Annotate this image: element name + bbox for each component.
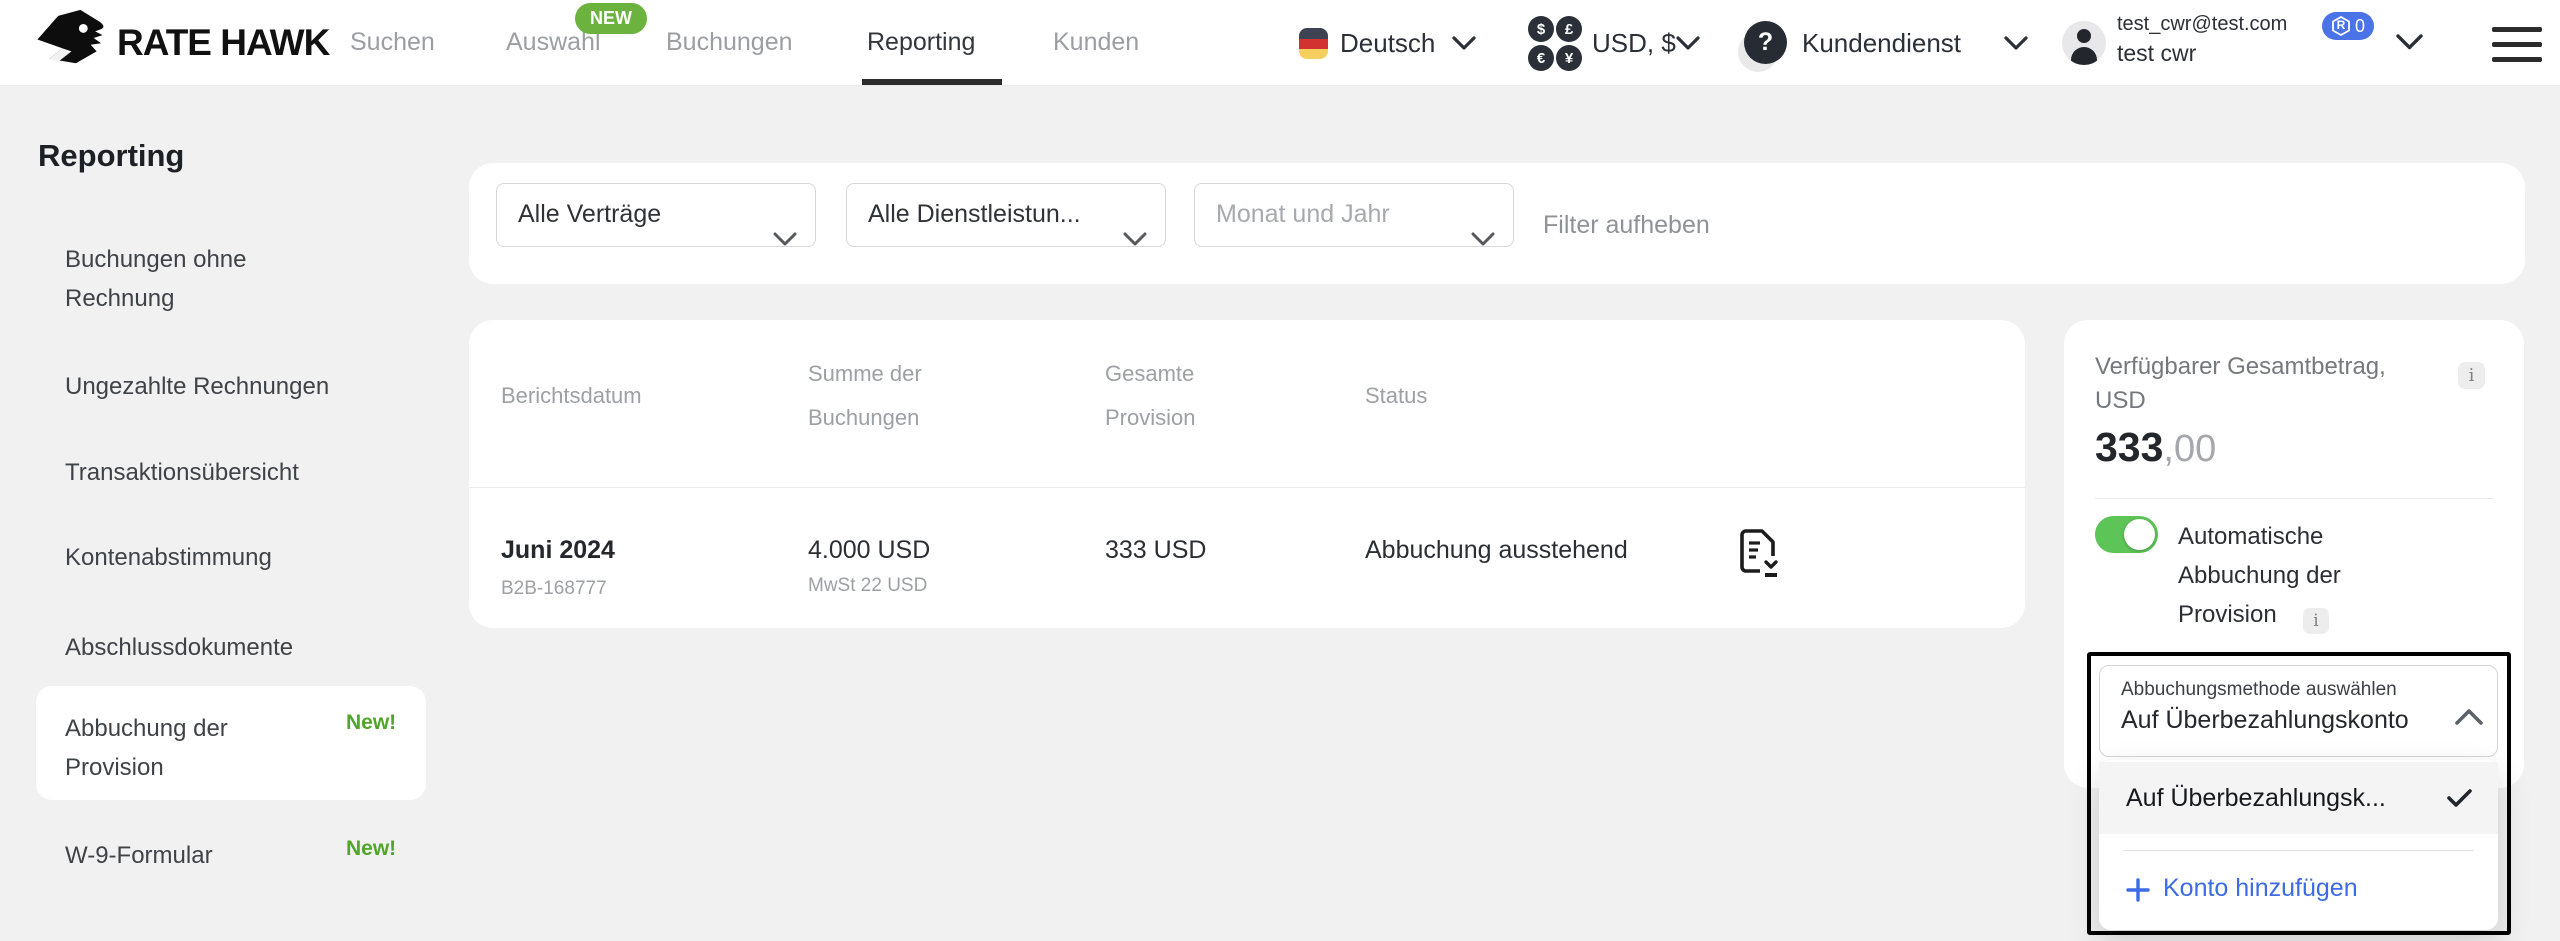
auto-charge-label: Automatische Abbuchung der Provision [2178, 523, 2341, 628]
option-label: Auf Überbezahlungsk... [2126, 784, 2386, 812]
chevron-down-icon [1471, 209, 1497, 246]
chevron-down-icon[interactable] [2004, 36, 2030, 52]
sidebar-item-kontenabstimmung[interactable]: Kontenabstimmung [65, 544, 272, 571]
german-flag-icon [1299, 28, 1328, 59]
active-tab-underline [862, 79, 1002, 85]
dropdown-option-ueberbezahlungskonto[interactable]: Auf Überbezahlungsk... [2099, 762, 2498, 834]
sidebar-item-buchungen-ohne-rechnung[interactable]: Buchungen ohne Rechnung [65, 246, 247, 312]
help-icon[interactable]: ? [1744, 21, 1787, 64]
chevron-down-icon[interactable] [1676, 36, 1702, 52]
coin-pound: £ [1556, 16, 1582, 42]
chevron-down-icon [1123, 209, 1149, 246]
row-bookings-sum: 4.000 USD [808, 536, 931, 564]
balance-amount: 333,00 [2095, 424, 2216, 471]
clear-filters-link[interactable]: Filter aufheben [1543, 211, 1710, 239]
filter-bar: Alle Verträge Alle Dienstleistun... Mona… [469, 163, 2525, 284]
r-hexagon-icon: R [2331, 15, 2351, 37]
info-icon[interactable]: i [2303, 608, 2329, 634]
loyalty-badge: R 0 [2322, 12, 2374, 40]
nav-item-suchen[interactable]: Suchen [350, 28, 435, 56]
month-year-placeholder: Monat und Jahr [1216, 200, 1390, 228]
charge-method-dropdown: Auf Überbezahlungsk... Konto hinzufügen [2099, 760, 2498, 930]
new-tag: New! [346, 711, 397, 734]
auto-charge-toggle[interactable] [2095, 516, 2158, 553]
new-tag: New! [346, 837, 397, 860]
avatar-head [2077, 29, 2091, 43]
sidebar-item-transaktionsuebersicht[interactable]: Transaktionsübersicht [65, 459, 299, 486]
document-download-icon[interactable] [1737, 526, 1785, 582]
new-badge: NEW [575, 3, 647, 34]
amount-fraction: ,00 [2163, 428, 2217, 470]
user-name: test cwr [2117, 40, 2197, 66]
reports-table: Berichtsdatum Summe der Buchungen Gesamt… [469, 320, 2025, 628]
column-header-berichtsdatum: Berichtsdatum [501, 383, 642, 408]
chevron-down-icon [773, 209, 799, 246]
charge-method-value: Auf Überbezahlungskonto [2121, 706, 2409, 734]
balance-label: Verfügbarer Gesamtbetrag, USD [2095, 353, 2386, 414]
brand-wordmark: RATE HAWK [117, 22, 330, 63]
row-contract-id: B2B-168777 [501, 578, 607, 599]
contracts-dropdown-value: Alle Verträge [518, 200, 662, 228]
coin-dollar: $ [1528, 16, 1554, 42]
sidebar-title: Reporting [38, 138, 185, 173]
nav-item-buchungen[interactable]: Buchungen [666, 28, 793, 56]
amount-integer: 333 [2095, 424, 2164, 470]
user-email: test_cwr@test.com [2117, 13, 2288, 35]
avatar-body [2071, 47, 2097, 65]
currency-selector[interactable]: USD, $ [1592, 28, 1676, 58]
badge-count: 0 [2354, 15, 2365, 36]
nav-item-kunden[interactable]: Kunden [1053, 28, 1140, 56]
dropdown-divider [2123, 850, 2474, 851]
contracts-dropdown[interactable]: Alle Verträge [496, 183, 816, 247]
charge-method-select[interactable]: Abbuchungsmethode auswählen Auf Überbeza… [2099, 665, 2498, 757]
add-account-button[interactable]: Konto hinzufügen [2099, 862, 2498, 918]
sidebar-item-abbuchung-der-provision[interactable]: Abbuchung der Provision New! [36, 686, 426, 800]
sidebar-item-ungezahlte-rechnungen[interactable]: Ungezahlte Rechnungen [65, 373, 330, 400]
nav-item-reporting[interactable]: Reporting [867, 28, 976, 56]
support-menu[interactable]: Kundendienst [1802, 28, 1962, 58]
sidebar-item-w9-formular[interactable]: W-9-Formular [65, 842, 213, 869]
sidebar-item-label: Abbuchung der Provision [65, 715, 228, 781]
hamburger-menu-icon[interactable] [2492, 27, 2542, 65]
toggle-knob [2124, 519, 2155, 550]
language-selector[interactable]: Deutsch [1340, 28, 1436, 58]
panel-divider [2095, 498, 2493, 499]
add-account-label: Konto hinzufügen [2163, 874, 2358, 902]
row-vat: MwSt 22 USD [808, 575, 928, 596]
avatar[interactable] [2062, 21, 2106, 65]
row-commission: 333 USD [1105, 536, 1207, 564]
top-navbar: RATE HAWK Suchen Auswahl Buchungen Repor… [0, 0, 2560, 86]
chevron-down-icon[interactable] [2396, 34, 2423, 50]
coin-yen: ¥ [1556, 45, 1582, 71]
badge-letter: R [2336, 18, 2346, 32]
charge-method-label: Abbuchungsmethode auswählen [2121, 679, 2397, 700]
ratehawk-logo[interactable]: RATE HAWK [33, 4, 330, 83]
row-status: Abbuchung ausstehend [1365, 536, 1628, 564]
currency-coins-icon: $ £ € ¥ [1528, 16, 1584, 72]
column-header-status: Status [1365, 383, 1428, 408]
hawk-icon [33, 4, 107, 83]
row-date: Juni 2024 [501, 536, 615, 564]
column-header-summe: Summe der Buchungen [808, 361, 922, 430]
coin-euro: € [1528, 45, 1554, 71]
chevron-down-icon[interactable] [1452, 36, 1478, 52]
services-dropdown-value: Alle Dienstleistun... [868, 200, 1081, 228]
info-icon[interactable]: i [2458, 362, 2485, 389]
month-year-dropdown[interactable]: Monat und Jahr [1194, 183, 1514, 247]
table-divider [469, 487, 2025, 488]
column-header-provision: Gesamte Provision [1105, 361, 1196, 430]
services-dropdown[interactable]: Alle Dienstleistun... [846, 183, 1166, 247]
sidebar-item-abschlussdokumente[interactable]: Abschlussdokumente [65, 634, 294, 661]
